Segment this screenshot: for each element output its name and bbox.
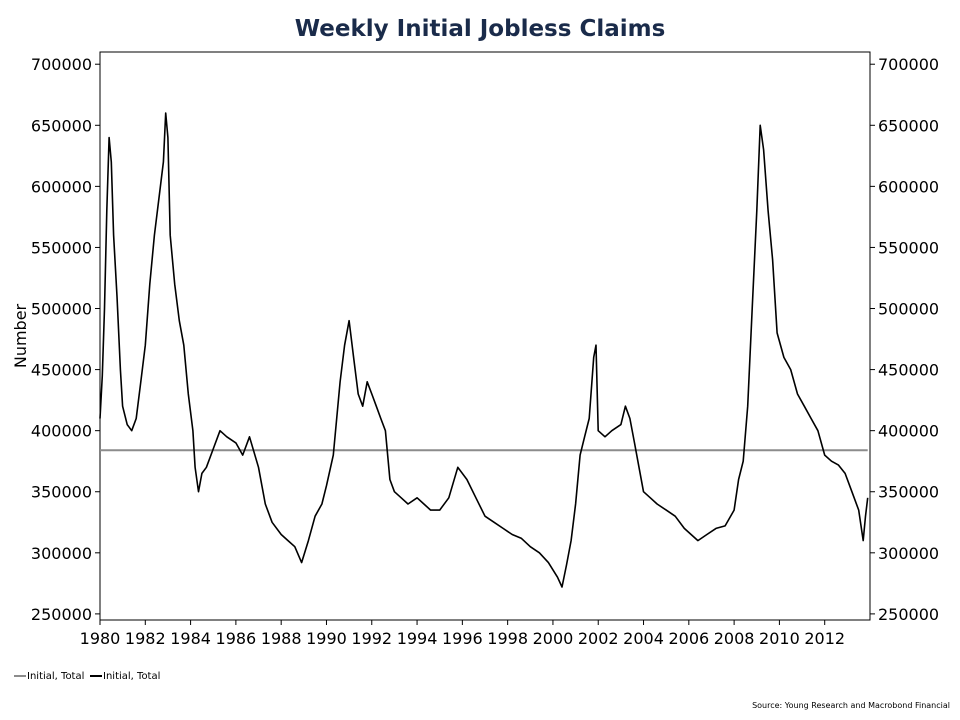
y-tick-label-right: 550000 <box>878 238 939 257</box>
x-tick-label: 1998 <box>487 629 528 648</box>
legend-label-average: Initial, Total <box>27 671 84 682</box>
x-tick-label: 1990 <box>306 629 347 648</box>
x-axis: 1980 1982 1984 1986 1988 1990 1992 1994 1996 1998… <box>80 620 845 648</box>
series-layer <box>99 112 869 588</box>
x-tick-label: 2010 <box>759 629 800 648</box>
y-tick-label-right: 700000 <box>878 55 939 74</box>
x-tick-label: 2008 <box>714 629 755 648</box>
y-tick-label-left: 500000 <box>31 300 92 319</box>
x-tick-label: 1988 <box>261 629 302 648</box>
y-axis-right: 250000 300000 350000 400000 450000 500000 5500… <box>870 55 939 624</box>
x-tick-label: 2004 <box>623 629 664 648</box>
plot-area-frame <box>99 51 871 621</box>
x-tick-label: 1982 <box>125 629 166 648</box>
x-tick-label: 1980 <box>80 629 121 648</box>
x-tick-label: 2000 <box>533 629 574 648</box>
chart-title: Weekly Initial Jobless Claims <box>295 16 666 42</box>
y-tick-label-left: 650000 <box>31 116 92 135</box>
x-tick-label: 1994 <box>397 629 438 648</box>
y-axis-left: 250000 300000 350000 400000 450000 500000 5500… <box>31 55 100 624</box>
x-tick-label: 2012 <box>804 629 845 648</box>
y-tick-label-right: 400000 <box>878 422 939 441</box>
y-axis-label: Number <box>11 303 30 368</box>
y-tick-label-left: 700000 <box>31 55 92 74</box>
legend: Initial, Total Initial, Total <box>14 671 160 682</box>
y-tick-label-right: 450000 <box>878 361 939 380</box>
y-tick-label-left: 300000 <box>31 544 92 563</box>
y-tick-label-right: 600000 <box>878 177 939 196</box>
x-tick-label: 1986 <box>216 629 257 648</box>
y-tick-label-left: 450000 <box>31 361 92 380</box>
y-tick-label-left: 400000 <box>31 422 92 441</box>
y-tick-label-left: 250000 <box>31 605 92 624</box>
series-line-claims <box>99 112 869 588</box>
y-tick-label-right: 650000 <box>878 116 939 135</box>
x-tick-label: 1992 <box>351 629 392 648</box>
y-tick-label-left: 600000 <box>31 177 92 196</box>
x-tick-label: 1984 <box>170 629 211 648</box>
y-tick-label-right: 250000 <box>878 605 939 624</box>
y-tick-label-right: 350000 <box>878 483 939 502</box>
y-tick-label-right: 500000 <box>878 300 939 319</box>
y-tick-label-left: 550000 <box>31 238 92 257</box>
x-tick-label: 1996 <box>442 629 483 648</box>
source-note: Source: Young Research and Macrobond Fin… <box>752 701 950 710</box>
y-tick-label-right: 300000 <box>878 544 939 563</box>
y-tick-label-left: 350000 <box>31 483 92 502</box>
legend-label-claims: Initial, Total <box>103 671 160 682</box>
x-tick-label: 2002 <box>578 629 619 648</box>
x-tick-label: 2006 <box>668 629 709 648</box>
